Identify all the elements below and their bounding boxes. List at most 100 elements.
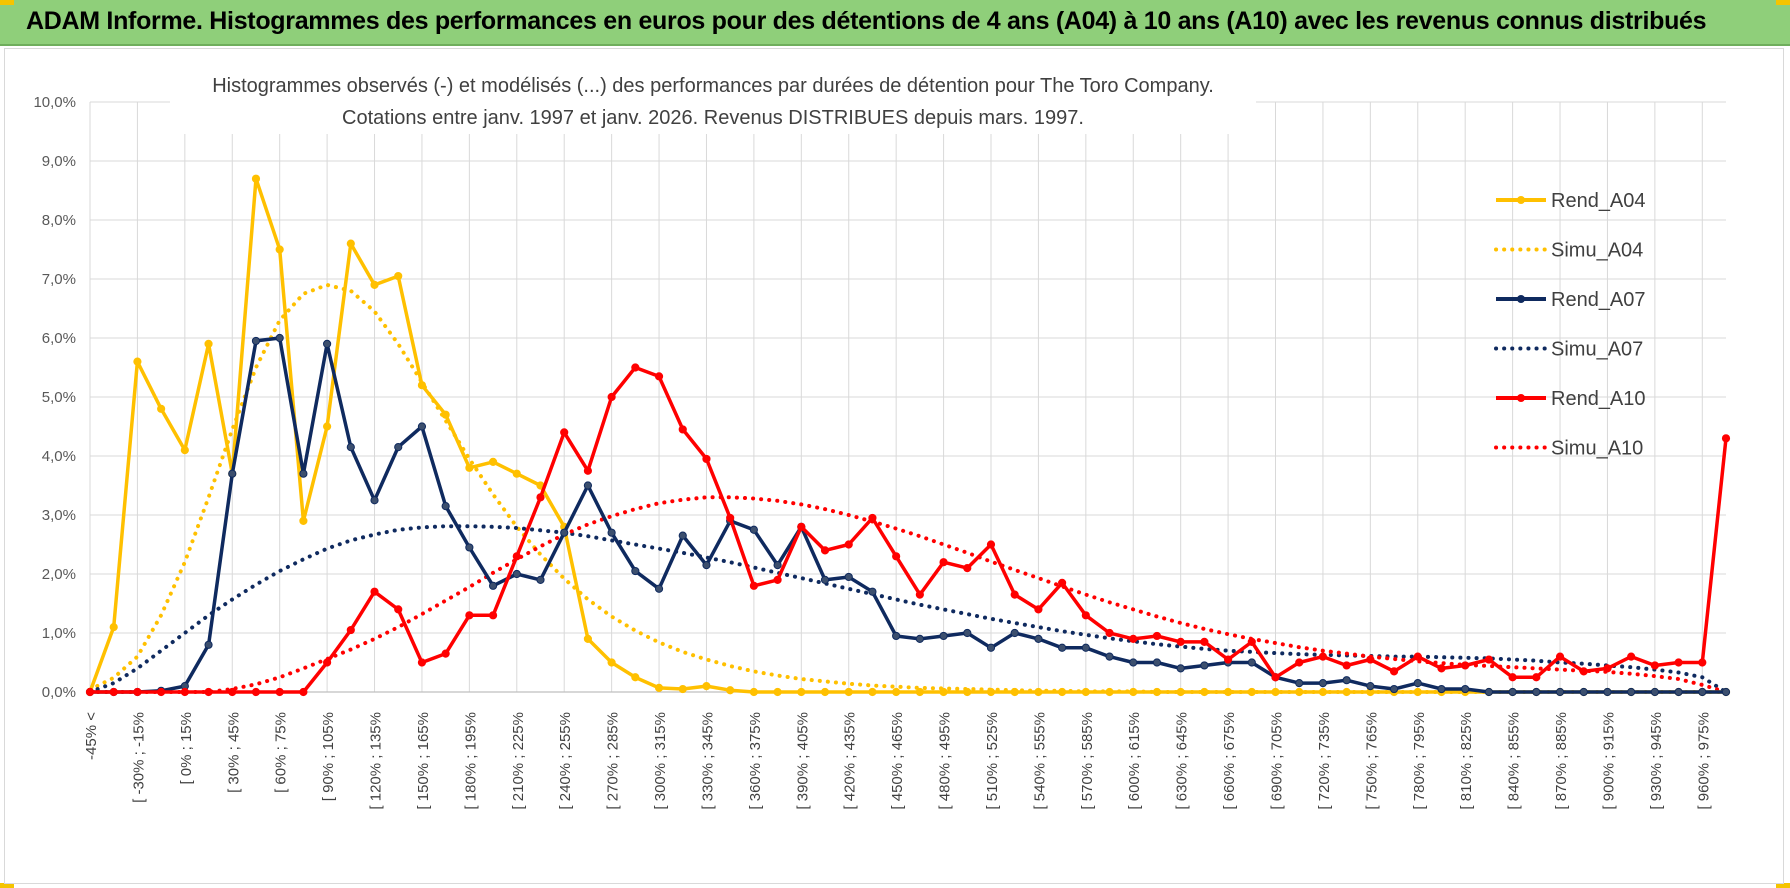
data-point [465, 543, 474, 552]
x-tick-label: [ 510% ; 525% [984, 712, 1001, 810]
data-point [1437, 684, 1446, 694]
data-point [417, 381, 427, 390]
x-tick-label: [ 660% ; 675% [1221, 712, 1238, 810]
data-point [1034, 605, 1043, 614]
data-point [963, 564, 972, 573]
y-tick-label: 2,0% [42, 566, 76, 583]
data-point [820, 546, 830, 555]
data-point [417, 658, 427, 667]
data-point [1152, 631, 1162, 641]
x-tick-label: [ 870% ; 885% [1553, 712, 1570, 810]
x-tick-label: [ 720% ; 735% [1316, 712, 1333, 810]
data-point [773, 687, 782, 697]
data-point [1342, 687, 1351, 697]
data-point [1627, 687, 1636, 697]
data-point [323, 339, 332, 348]
x-tick-label: [ 630% ; 645% [1174, 712, 1191, 810]
data-point [1105, 652, 1114, 661]
y-axis: 0,0% 1,0% 2,0% 3,0% 4,0% 5,0% 6,0% 7,0% 8,0% 9,0%… [33, 94, 76, 701]
data-point [299, 469, 308, 478]
series-rend-a10 [85, 363, 1731, 697]
data-point [1247, 637, 1256, 646]
x-tick-label: [ 150% ; 165% [415, 712, 432, 810]
chart-title-line1: Histogrammes observés (-) et modélisés (… [212, 75, 1214, 97]
data-point [868, 513, 877, 523]
legend-label: Rend_A10 [1551, 388, 1646, 410]
data-point [323, 422, 332, 431]
x-axis: -45% < [ -30% ; -15% [ 0% ; 15% [ 30% ; 45%… [83, 691, 1726, 810]
legend-label: Simu_A04 [1551, 240, 1643, 262]
data-point [844, 540, 853, 549]
data-point [1295, 679, 1304, 688]
data-point [204, 339, 213, 348]
data-point [441, 649, 450, 658]
data-point [299, 516, 308, 526]
data-point [844, 572, 853, 582]
legend-marker [1517, 295, 1525, 303]
x-tick-label: [ 180% ; 195% [462, 712, 479, 810]
data-point [1200, 687, 1209, 697]
y-tick-label: 9,0% [42, 153, 76, 170]
data-point [868, 687, 877, 697]
data-point [1674, 687, 1683, 697]
data-point [749, 581, 758, 590]
data-point [560, 428, 569, 437]
data-point [963, 687, 972, 697]
data-point [85, 687, 95, 697]
series-line-simu_a10 [88, 495, 1728, 694]
data-point [1389, 667, 1399, 676]
y-tick-label: 0,0% [42, 684, 76, 701]
data-point [607, 392, 616, 402]
data-point [394, 605, 403, 614]
data-point [370, 587, 379, 596]
data-point [702, 561, 711, 570]
data-point [394, 271, 403, 281]
data-point [109, 623, 118, 632]
data-point [1484, 655, 1493, 664]
data-point [1389, 684, 1399, 694]
header-banner: ADAM Informe. Histogrammes des performan… [0, 0, 1790, 46]
data-point [773, 575, 782, 585]
series-line-rend_a04 [88, 176, 1726, 694]
x-tick-label: [ 120% ; 135% [368, 712, 385, 810]
data-point [1271, 687, 1280, 697]
data-point [892, 631, 901, 641]
data-point [1698, 687, 1707, 697]
y-tick-label: 6,0% [42, 330, 76, 347]
series-line-rend_a07 [90, 336, 1726, 694]
data-point [1532, 687, 1541, 697]
data-point [1721, 687, 1731, 697]
data-point [488, 457, 498, 466]
data-point [346, 443, 355, 452]
data-point [915, 687, 924, 697]
data-point [1603, 687, 1612, 697]
legend-label: Simu_A10 [1551, 438, 1643, 460]
series-layer [85, 174, 1731, 697]
data-point [512, 469, 521, 478]
y-tick-label: 5,0% [42, 389, 76, 406]
data-point [1484, 687, 1493, 697]
legend-marker [1517, 394, 1525, 402]
x-tick-label: [ 750% ; 765% [1363, 712, 1380, 810]
x-tick-label: [ 390% ; 405% [794, 712, 811, 810]
data-point [1674, 658, 1683, 667]
data-point [180, 446, 189, 455]
data-point [915, 590, 924, 599]
data-point [939, 631, 948, 641]
data-point [820, 687, 830, 697]
x-tick-label: [ 810% ; 825% [1458, 712, 1475, 810]
gridlines [89, 101, 1726, 693]
y-tick-label: 4,0% [42, 448, 76, 465]
data-point [251, 336, 261, 346]
data-point [1247, 687, 1256, 697]
series-line-rend_a10 [90, 365, 1728, 694]
data-point [1129, 658, 1138, 667]
x-tick-label: [ 930% ; 945% [1648, 712, 1665, 810]
data-point [228, 687, 237, 697]
data-point [939, 558, 948, 567]
data-point [1532, 673, 1541, 682]
data-point [986, 687, 996, 697]
data-point [1152, 687, 1162, 697]
data-point [844, 687, 853, 697]
